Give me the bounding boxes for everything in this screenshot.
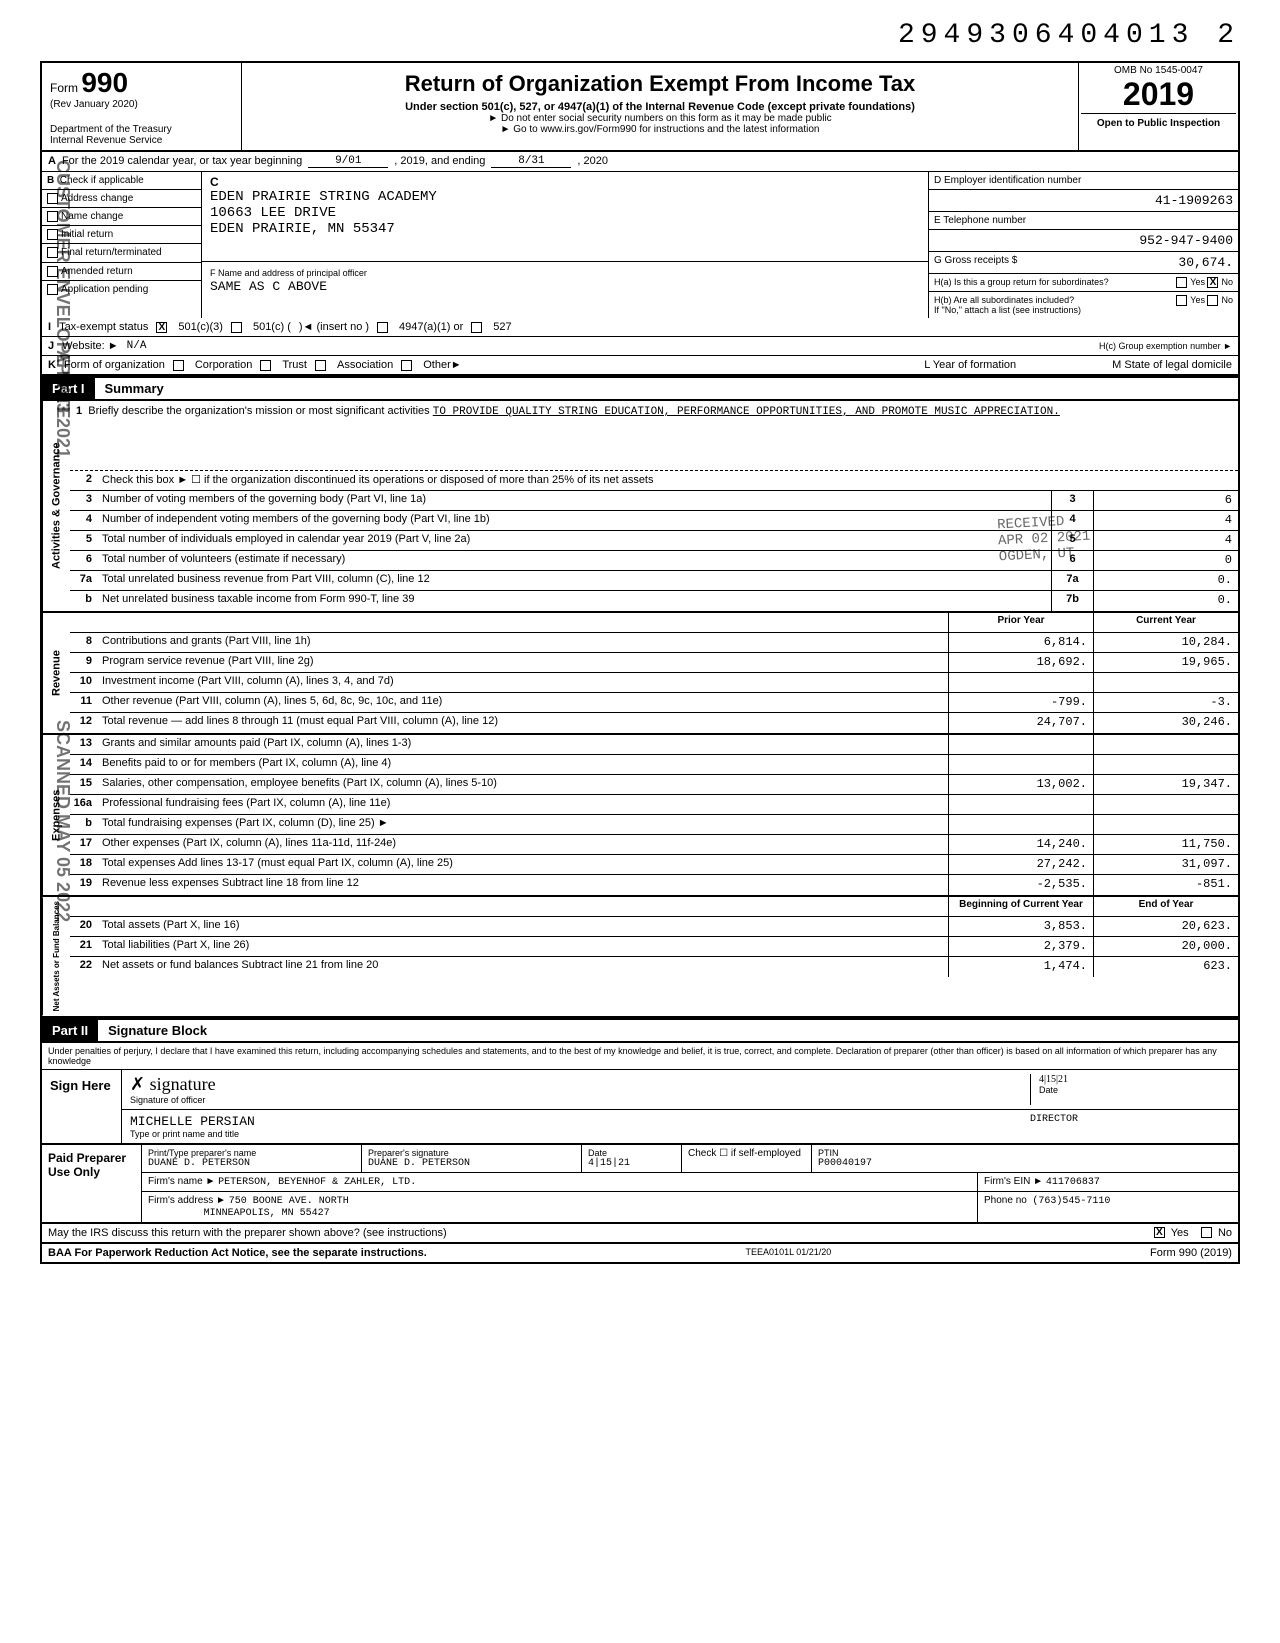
section-b: B Check if applicable Address change Nam… [40, 172, 1240, 318]
rev-date: (Rev January 2020) [50, 99, 233, 110]
ha-no[interactable] [1207, 277, 1218, 288]
netassets-section: Net Assets or Fund Balances Beginning of… [40, 897, 1240, 1017]
dept-treasury: Department of the Treasury [50, 124, 233, 135]
firm-ein: 411706837 [1046, 1177, 1100, 1188]
part1-header: Part I Summary [40, 376, 1240, 401]
hb-no[interactable] [1207, 295, 1218, 306]
discuss-no[interactable] [1201, 1227, 1212, 1238]
mission-value: TO PROVIDE QUALITY STRING EDUCATION, PER… [433, 406, 1060, 418]
gross-receipts: 30,674. [1178, 255, 1233, 270]
firm-addr2: MINNEAPOLIS, MN 55427 [204, 1208, 330, 1219]
footer-discuss: May the IRS discuss this return with the… [40, 1224, 1240, 1244]
form-subtitle: Under section 501(c), 527, or 4947(a)(1)… [250, 101, 1070, 113]
summary-line: 11Other revenue (Part VIII, column (A), … [70, 693, 1238, 713]
org-addr1: 10663 LEE DRIVE [210, 205, 336, 221]
summary-line: 20Total assets (Part X, line 16)3,853.20… [70, 917, 1238, 937]
summary-line: 12Total revenue — add lines 8 through 11… [70, 713, 1238, 733]
check-corporation[interactable] [173, 360, 184, 371]
summary-line: 17Other expenses (Part IX, column (A), l… [70, 835, 1238, 855]
discuss-yes[interactable] [1154, 1227, 1165, 1238]
check-other[interactable] [401, 360, 412, 371]
firm-phone: (763)545-7110 [1032, 1196, 1110, 1207]
stamp-received: RECEIVED APR 02 2021 OGDEN, UT [996, 513, 1091, 566]
preparer-date: 4|15|21 [588, 1158, 675, 1169]
officer-name: MICHELLE PERSIAN [130, 1114, 1030, 1129]
check-501c3[interactable] [156, 322, 167, 333]
tax-year: 2019 [1081, 76, 1236, 113]
check-4947[interactable] [377, 322, 388, 333]
org-addr2: EDEN PRAIRIE, MN 55347 [210, 221, 395, 237]
ein: 41-1909263 [1155, 193, 1233, 208]
form-header: Form 990 (Rev January 2020) Department o… [40, 61, 1240, 150]
check-association[interactable] [315, 360, 326, 371]
summary-line: 9Program service revenue (Part VIII, lin… [70, 653, 1238, 673]
omb-number: OMB No 1545-0047 [1081, 65, 1236, 76]
summary-line: 8Contributions and grants (Part VIII, li… [70, 633, 1238, 653]
expenses-section: Expenses 13Grants and similar amounts pa… [40, 735, 1240, 897]
summary-line: bTotal fundraising expenses (Part IX, co… [70, 815, 1238, 835]
summary-line: 22Net assets or fund balances Subtract l… [70, 957, 1238, 977]
form-note1: ► Do not enter social security numbers o… [250, 113, 1070, 124]
form-note2: ► Go to www.irs.gov/Form990 for instruct… [250, 124, 1070, 135]
document-number: 2949306404013 2 [40, 20, 1240, 51]
row-k: K Form of organization Corporation Trust… [40, 356, 1240, 376]
summary-line: 13Grants and similar amounts paid (Part … [70, 735, 1238, 755]
preparer-block: Paid Preparer Use Only Print/Type prepar… [40, 1145, 1240, 1224]
summary-line: 21Total liabilities (Part X, line 26)2,3… [70, 937, 1238, 957]
principal-officer: SAME AS C ABOVE [210, 279, 327, 294]
signature-block: Under penalties of perjury, I declare th… [40, 1043, 1240, 1145]
summary-line: bNet unrelated business taxable income f… [70, 591, 1238, 611]
phone: 952-947-9400 [1139, 233, 1233, 248]
irs-label: Internal Revenue Service [50, 135, 233, 146]
org-name: EDEN PRAIRIE STRING ACADEMY [210, 189, 437, 205]
preparer-name: DUANE D. PETERSON [148, 1158, 355, 1169]
preparer-sig: DUANE D. PETERSON [368, 1158, 575, 1169]
check-527[interactable] [471, 322, 482, 333]
ptin: P00040197 [818, 1158, 1232, 1169]
sig-date: 4|15|21 [1039, 1074, 1230, 1085]
row-a: A For the 2019 calendar year, or tax yea… [40, 150, 1240, 172]
hb-yes[interactable] [1176, 295, 1187, 306]
governance-section: Activities & Governance 1 Briefly descri… [40, 401, 1240, 613]
firm-name: PETERSON, BEYENHOF & ZAHLER, LTD. [218, 1177, 416, 1188]
form-990-label: Form 990 [50, 67, 233, 99]
summary-line: 10Investment income (Part VIII, column (… [70, 673, 1238, 693]
summary-line: 16aProfessional fundraising fees (Part I… [70, 795, 1238, 815]
summary-line: 19Revenue less expenses Subtract line 18… [70, 875, 1238, 895]
summary-line: 7aTotal unrelated business revenue from … [70, 571, 1238, 591]
officer-title: DIRECTOR [1030, 1114, 1230, 1139]
summary-line: 3Number of voting members of the governi… [70, 491, 1238, 511]
open-public: Open to Public Inspection [1081, 113, 1236, 133]
check-501c[interactable] [231, 322, 242, 333]
summary-line: 18Total expenses Add lines 13-17 (must e… [70, 855, 1238, 875]
row-j: J Website: ► N/A H(c) Group exemption nu… [40, 337, 1240, 356]
website: N/A [127, 340, 147, 352]
year-end: 8/31 [491, 155, 571, 168]
ha-yes[interactable] [1176, 277, 1187, 288]
summary-line: 15Salaries, other compensation, employee… [70, 775, 1238, 795]
row-i: I Tax-exempt status 501(c)(3) 501(c) ( )… [40, 318, 1240, 337]
check-trust[interactable] [260, 360, 271, 371]
part2-header: Part II Signature Block [40, 1018, 1240, 1043]
summary-line: 14Benefits paid to or for members (Part … [70, 755, 1238, 775]
revenue-section: Revenue Prior Year Current Year 8Contrib… [40, 613, 1240, 735]
footer-baa: BAA For Paperwork Reduction Act Notice, … [40, 1244, 1240, 1264]
firm-addr1: 750 BOONE AVE. NORTH [229, 1196, 349, 1207]
form-title: Return of Organization Exempt From Incom… [250, 71, 1070, 97]
year-begin: 9/01 [308, 155, 388, 168]
